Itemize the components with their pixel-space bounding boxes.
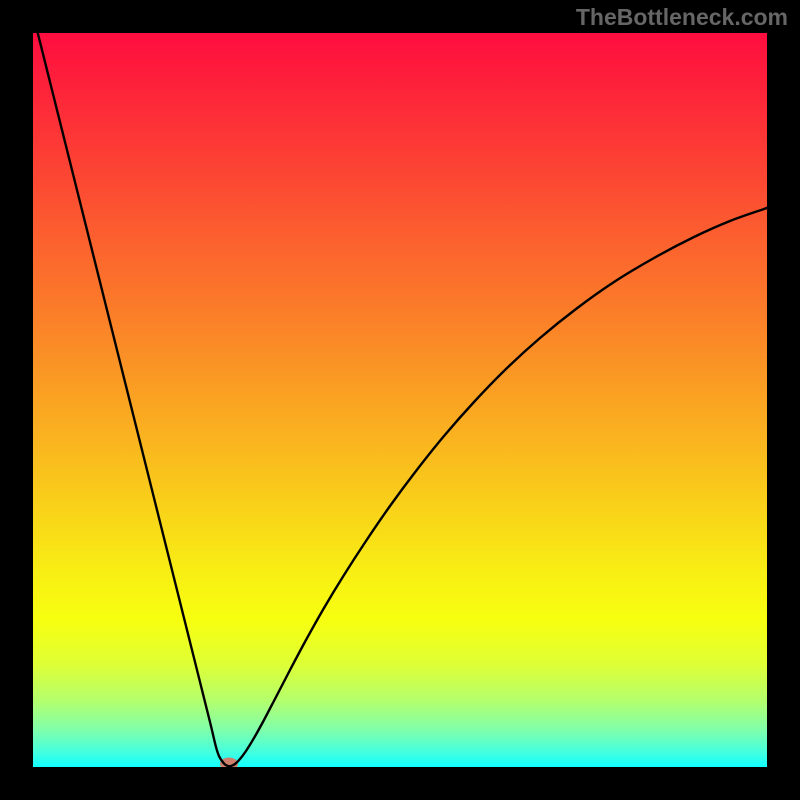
bottleneck-chart — [0, 0, 800, 800]
chart-frame: TheBottleneck.com — [0, 0, 800, 800]
plot-background-gradient — [33, 33, 767, 767]
watermark-text: TheBottleneck.com — [576, 4, 788, 31]
